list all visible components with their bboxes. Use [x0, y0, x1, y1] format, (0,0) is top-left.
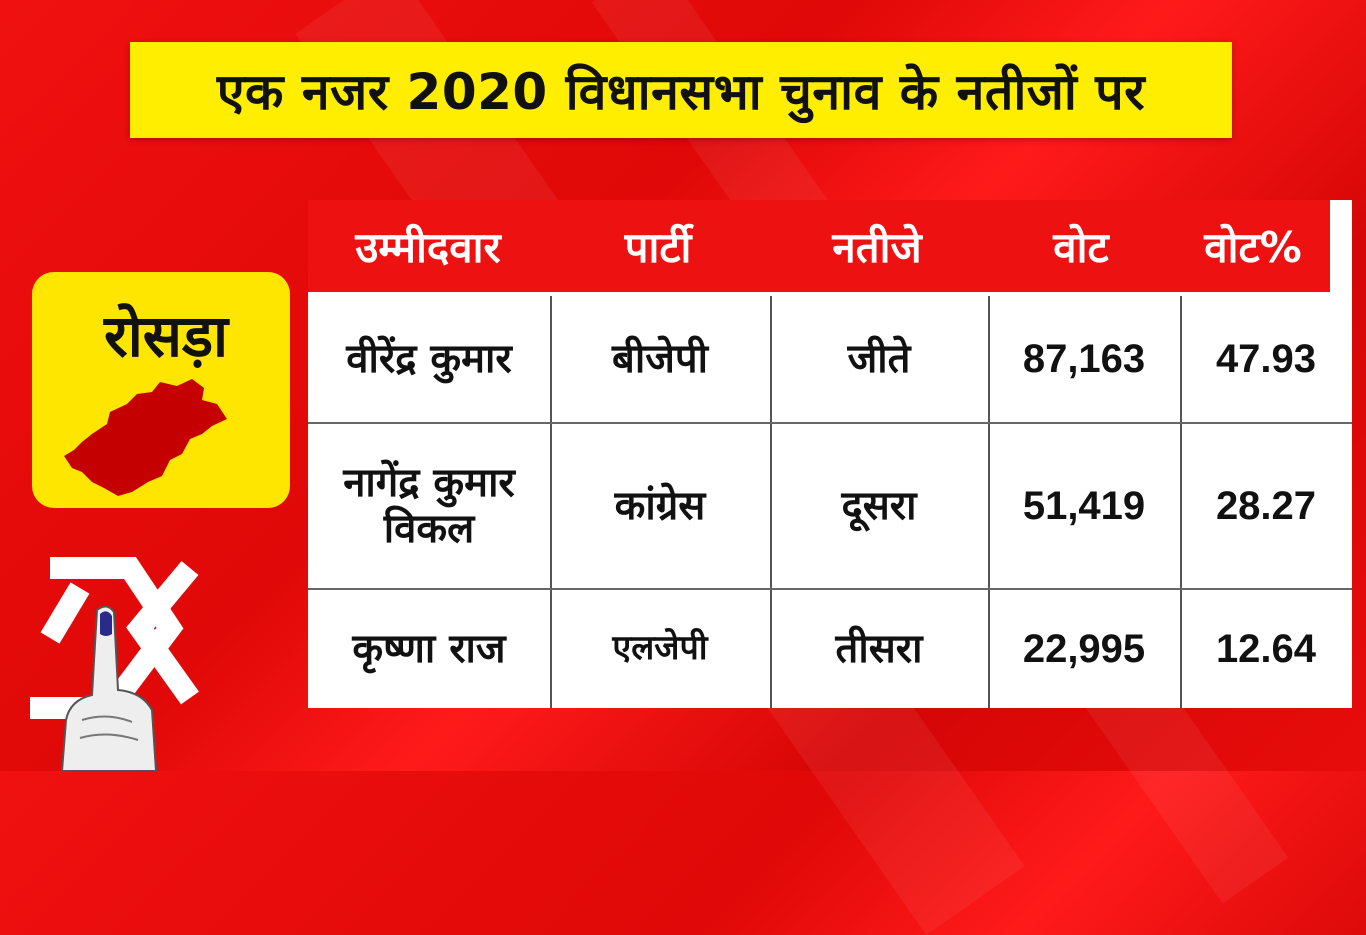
results-table: उम्मीदवार पार्टी नतीजे वोट वोट% वीरेंद्र… [308, 200, 1352, 708]
header-party: पार्टी [624, 222, 692, 272]
vote-pct-cell: 47.93 [1215, 337, 1317, 381]
header-vote-pct: वोट% [1204, 222, 1302, 272]
inked-finger-icon [60, 605, 158, 771]
party-cell: बीजेपी [612, 336, 708, 382]
vote-pct-cell: 12.64 [1215, 627, 1317, 671]
column-divider [988, 296, 990, 708]
column-divider [550, 296, 552, 708]
header-result: नतीजे [832, 222, 922, 272]
constituency-card: रोसड़ा [32, 272, 290, 508]
state-map-icon [64, 379, 227, 496]
header-votes: वोट [1053, 222, 1109, 272]
row-divider [308, 422, 1352, 424]
party-cell: एलजेपी [612, 628, 708, 669]
votes-cell: 51,419 [1022, 484, 1146, 528]
result-cell: दूसरा [841, 483, 917, 529]
votes-cell: 22,995 [1022, 627, 1146, 671]
candidate-cell: वीरेंद्र कुमार [346, 336, 512, 382]
table-row: कृष्णा राज एलजेपी तीसरा 22,995 12.64 [308, 590, 1352, 708]
title-banner: एक नजर 2020 विधानसभा चुनाव के नतीजों पर [130, 42, 1232, 138]
table-header: उम्मीदवार पार्टी नतीजे वोट वोट% [308, 200, 1330, 292]
page-title: एक नजर 2020 विधानसभा चुनाव के नतीजों पर [216, 63, 1146, 121]
column-divider [1180, 296, 1182, 708]
votes-cell: 87,163 [1022, 337, 1146, 381]
candidate-cell: कृष्णा राज [352, 626, 506, 672]
column-divider [770, 296, 772, 708]
header-candidate: उम्मीदवार [355, 222, 501, 272]
result-cell: जीते [847, 336, 911, 382]
table-row: नागेंद्र कुमार विकल कांग्रेस दूसरा 51,41… [308, 424, 1352, 588]
vote-pct-cell: 28.27 [1215, 484, 1317, 528]
candidate-cell: नागेंद्र कुमार विकल [343, 460, 515, 552]
party-cell: कांग्रेस [614, 483, 706, 529]
table-row: वीरेंद्र कुमार बीजेपी जीते 87,163 47.93 [308, 296, 1352, 422]
result-cell: तीसरा [835, 626, 923, 672]
constituency-name: रोसड़ा [104, 302, 229, 370]
row-divider [308, 588, 1352, 590]
